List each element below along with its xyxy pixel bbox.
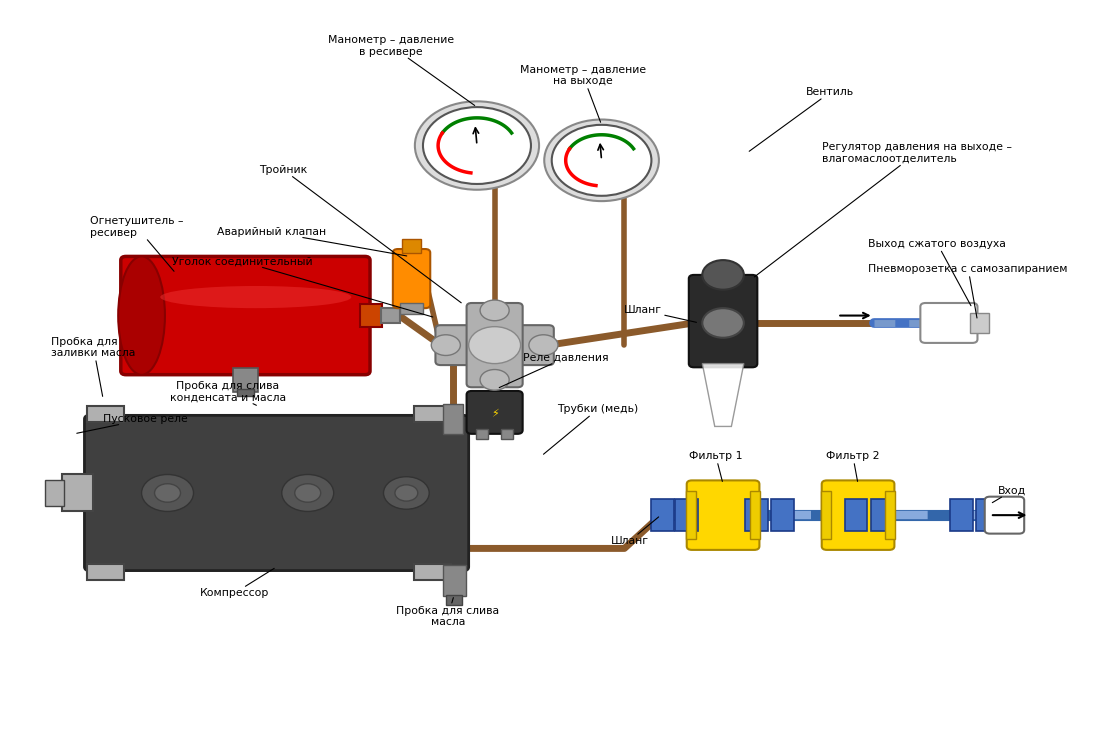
Bar: [970, 312, 989, 333]
Text: ⚡: ⚡: [491, 409, 498, 419]
Bar: [382, 308, 400, 323]
Bar: [745, 499, 768, 531]
Circle shape: [395, 485, 418, 501]
Bar: [414, 564, 451, 580]
Circle shape: [480, 370, 509, 390]
Circle shape: [282, 474, 333, 511]
Text: Вентиль: Вентиль: [749, 88, 855, 151]
Bar: [62, 474, 92, 511]
Bar: [476, 429, 488, 439]
Bar: [845, 499, 868, 531]
Bar: [500, 429, 514, 439]
Circle shape: [529, 335, 558, 355]
Text: Фильтр 1: Фильтр 1: [689, 451, 743, 482]
Bar: [750, 491, 760, 539]
Text: Пневморозетка с самозапиранием: Пневморозетка с самозапиранием: [868, 264, 1068, 318]
Circle shape: [384, 476, 429, 509]
Bar: [360, 304, 383, 326]
Bar: [886, 491, 895, 539]
Circle shape: [469, 326, 520, 364]
FancyBboxPatch shape: [393, 249, 430, 308]
FancyBboxPatch shape: [984, 496, 1024, 533]
Bar: [400, 303, 424, 314]
Bar: [87, 406, 124, 422]
Circle shape: [431, 335, 461, 355]
Circle shape: [295, 484, 321, 502]
Bar: [977, 499, 999, 531]
Circle shape: [544, 119, 659, 201]
Circle shape: [702, 308, 744, 338]
Circle shape: [702, 260, 744, 289]
Text: Трубки (медь): Трубки (медь): [543, 404, 638, 454]
Text: Огнетушитель –
ресивер: Огнетушитель – ресивер: [90, 216, 184, 272]
FancyBboxPatch shape: [686, 480, 759, 550]
Circle shape: [155, 484, 180, 502]
Text: Пробка для слива
конденсата и масла: Пробка для слива конденсата и масла: [169, 381, 286, 405]
Circle shape: [415, 102, 539, 190]
FancyBboxPatch shape: [689, 275, 757, 367]
Bar: [821, 491, 832, 539]
Text: Регулятор давления на выходе –
влагомаслоотделитель: Регулятор давления на выходе – влагомасл…: [755, 142, 1012, 277]
Text: Пробка для слива
масла: Пробка для слива масла: [396, 597, 499, 627]
Text: Уголок соединительный: Уголок соединительный: [173, 257, 432, 317]
Ellipse shape: [118, 257, 165, 375]
Bar: [651, 499, 674, 531]
Bar: [442, 404, 463, 434]
Bar: [771, 499, 794, 531]
Bar: [238, 389, 254, 396]
Circle shape: [424, 107, 531, 184]
Text: Тройник: Тройник: [260, 165, 461, 303]
Bar: [403, 240, 421, 253]
Circle shape: [552, 125, 651, 196]
Bar: [233, 368, 257, 392]
FancyBboxPatch shape: [85, 416, 469, 571]
Bar: [442, 565, 465, 597]
Bar: [685, 491, 696, 539]
Text: Выход сжатого воздуха: Выход сжатого воздуха: [868, 239, 1007, 306]
Text: Манометр – давление
на выходе: Манометр – давление на выходе: [520, 65, 646, 122]
Bar: [870, 499, 893, 531]
FancyBboxPatch shape: [436, 325, 553, 365]
Circle shape: [142, 474, 194, 511]
FancyBboxPatch shape: [466, 391, 522, 434]
Text: Реле давления: Реле давления: [499, 352, 608, 387]
Text: Пусковое реле: Пусковое реле: [77, 414, 188, 433]
Text: Фильтр 2: Фильтр 2: [826, 451, 880, 482]
Bar: [414, 406, 451, 422]
Bar: [87, 564, 124, 580]
Circle shape: [480, 300, 509, 321]
Text: Манометр – давление
в ресивере: Манометр – давление в ресивере: [328, 35, 475, 105]
FancyBboxPatch shape: [822, 480, 894, 550]
FancyBboxPatch shape: [466, 303, 522, 387]
FancyBboxPatch shape: [121, 257, 370, 375]
Polygon shape: [702, 364, 744, 427]
Text: Вход: Вход: [992, 486, 1026, 502]
Text: Компрессор: Компрессор: [200, 568, 274, 598]
Bar: [446, 595, 462, 605]
Bar: [45, 479, 64, 506]
Bar: [675, 499, 698, 531]
FancyBboxPatch shape: [921, 303, 978, 343]
Text: Пробка для
заливки масла: Пробка для заливки масла: [52, 337, 135, 396]
Bar: [950, 499, 974, 531]
Ellipse shape: [161, 286, 351, 308]
Text: Аварийный клапан: Аварийный клапан: [218, 227, 407, 256]
Text: Шланг: Шланг: [624, 306, 696, 322]
Text: Шланг: Шланг: [610, 517, 659, 546]
